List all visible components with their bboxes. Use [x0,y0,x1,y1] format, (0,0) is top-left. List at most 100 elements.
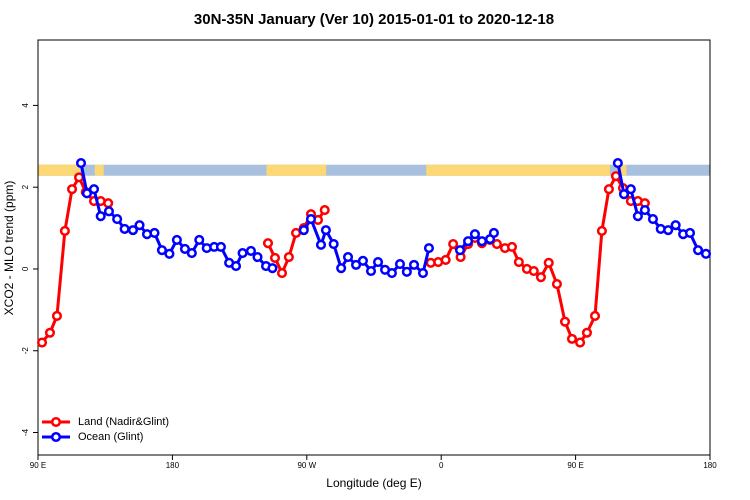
land-band [617,164,627,176]
point [543,257,554,268]
point [488,227,499,239]
x-tick-label: 90 W [297,461,316,470]
point [647,214,659,225]
land-band [426,164,610,176]
legend-marker [50,431,62,443]
point [103,206,114,217]
point [81,188,93,199]
x-tick-label: 180 [703,461,717,470]
y-tick-label: 2 [21,184,30,189]
point [290,227,302,239]
point [684,227,696,239]
point [417,268,429,279]
point [298,225,309,236]
point [88,184,100,195]
point [276,268,288,279]
point [315,239,327,250]
point [194,234,205,245]
point [127,225,139,236]
point [423,243,435,254]
ocean-band [38,164,710,176]
point [401,266,412,277]
point [230,261,242,272]
point [336,263,347,274]
point [320,225,331,236]
plot-frame [37,39,711,456]
point [36,337,48,348]
point [372,256,384,268]
point [245,245,256,257]
point [575,337,586,348]
point [528,265,539,277]
land-band [94,164,104,176]
point [513,256,524,268]
point [74,172,85,183]
point [632,211,643,222]
point [491,238,502,250]
point [269,252,281,263]
point [44,327,55,338]
point [559,316,571,327]
point [463,236,474,247]
point [179,243,190,254]
point [394,259,406,270]
point [700,248,712,259]
point [566,333,578,344]
y-tick-label: 0 [21,266,30,271]
point [670,220,681,231]
y-tick-label: -2 [21,347,30,355]
point [75,158,87,169]
y-axis-label: XCO2 - MLO trend (ppm) [2,181,16,316]
point [351,259,362,270]
point [112,214,123,225]
point [639,205,650,216]
point [693,245,704,256]
point [262,238,274,249]
y-tick-label: -4 [21,428,30,436]
point [625,184,636,195]
point [283,252,294,263]
point [476,236,488,247]
point [237,247,248,259]
x-tick-label: 90 E [30,461,46,470]
point [408,259,420,270]
point [95,211,106,222]
point [103,198,114,209]
point [663,225,674,236]
x-tick-label: 90 E [567,461,583,470]
point [612,158,623,169]
point [603,184,614,195]
point [581,327,592,338]
point [134,220,145,231]
point [535,272,547,283]
point [342,252,354,263]
point [267,263,278,274]
y-tick-label: 4 [21,103,30,108]
point [596,225,607,236]
legend-marker [50,416,62,428]
point [319,205,330,216]
point [618,189,630,200]
point [186,247,197,259]
chart-title: 30N-35N January (Ver 10) 2015-01-01 to 2… [194,11,554,28]
point [440,254,451,266]
land-band [38,164,80,176]
legend-label: Ocean (Glint) [78,431,143,443]
point [506,241,518,252]
point [119,223,130,234]
x-axis-label: Longitude (deg E) [326,476,421,490]
point [357,255,368,266]
point [171,234,182,245]
point [469,229,480,240]
point [149,227,160,239]
point [328,238,339,250]
point [448,238,459,250]
point [252,252,263,263]
point [551,279,562,290]
land-band [266,164,327,176]
x-tick-label: 180 [166,461,180,470]
point [215,241,226,252]
point [365,265,377,277]
